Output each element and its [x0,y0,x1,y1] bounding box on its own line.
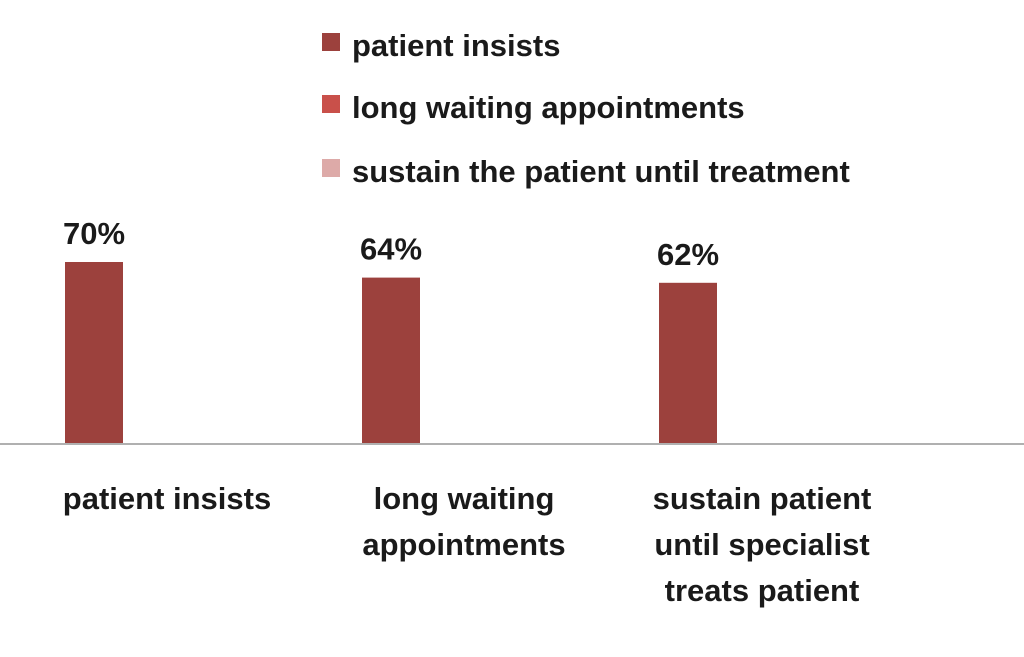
category-label-line: treats patient [665,573,860,608]
category-label-1: patient insists [63,481,271,516]
legend-swatch-1 [322,33,340,51]
category-label-line: appointments [362,527,565,562]
legend: patient insists long waiting appointments… [322,28,850,189]
category-labels-group: patient insists long waiting appointments s… [63,481,872,608]
legend-label-1: patient insists [352,28,560,63]
legend-label-2: long waiting appointments [352,90,745,125]
category-label-line: long waiting [374,481,555,516]
legend-swatch-2 [322,95,340,113]
category-label-line: until specialist [654,527,869,562]
bar-1 [65,262,123,444]
category-label-2: long waiting appointments [362,481,565,562]
category-label-line: sustain patient [653,481,872,516]
data-label-2: 64% [360,232,422,267]
legend-swatch-3 [322,159,340,177]
bar-3 [659,282,717,444]
data-label-1: 70% [63,216,125,251]
data-labels-group: 70% 64% 62% [63,216,719,272]
bars-group [65,262,717,444]
data-label-3: 62% [657,237,719,272]
legend-label-3: sustain the patient until treatment [352,154,850,189]
bar-2 [362,277,420,444]
category-label-3: sustain patient until specialist treats pa… [653,481,872,608]
category-label-line: patient insists [63,481,271,516]
